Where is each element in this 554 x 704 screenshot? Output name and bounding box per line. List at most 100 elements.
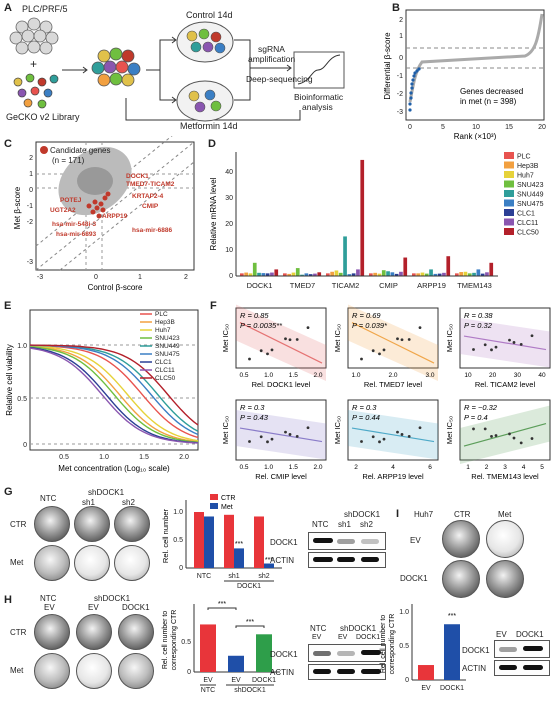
c-xlabel: Control β-score (88, 283, 143, 292)
f-xtick-1-2: 1.5 (289, 372, 298, 379)
b-xtick-2: 10 (472, 124, 480, 131)
f-xtick-3-1: 20 (489, 372, 497, 379)
f-xtick-3-2: 30 (514, 372, 522, 379)
e-legend-hep3b: Hep3B (155, 319, 175, 326)
g-blot-group: shDOCK1 (344, 510, 381, 519)
g-x-sh2: sh2 (258, 573, 269, 580)
h-bar-1 (228, 655, 244, 672)
d-legend-snu475: SNU475 (517, 201, 544, 208)
e-curve-hep3b (29, 345, 199, 443)
f-plot-2: R = 0.69P = 0.039* Rel. TMED7 level 1.0 2.0… (333, 304, 439, 389)
g-legend-ctr: CTR (221, 495, 235, 502)
analysis-label: analysis (302, 102, 333, 112)
d-ytick-0: 0 (229, 273, 233, 280)
h-blot-sub-ev1: EV (312, 634, 322, 641)
d-bar-cmip-hep3b (373, 272, 377, 276)
e-curve-huh7 (29, 345, 199, 442)
h-row-met: Met (10, 666, 24, 675)
e-legend-snu423: SNU423 (155, 335, 180, 342)
d-bar-arpp19-huh7 (420, 272, 425, 276)
i-blot-dock1: DOCK1 (516, 630, 544, 639)
c-ytick-0: 2 (29, 155, 33, 162)
e-xlabel: Met concentration (Log₁₀ scale) (58, 464, 170, 473)
h-blot-shdock1: shDOCK1 (340, 624, 377, 633)
d-xtick-cmip: CMIP (379, 281, 398, 290)
f-r-5: R = 0.3 (352, 403, 377, 412)
panel-a-schematic (9, 17, 345, 122)
f-xtick-3-0: 10 (464, 372, 472, 379)
c-legend: Candidate genes (50, 146, 111, 155)
e-ytick-2: 0 (23, 442, 27, 449)
d-legend-swatch-snu475 (504, 199, 514, 207)
f-ylabel-5: Met IC₅₀ (333, 416, 342, 444)
h-row-ctr: CTR (10, 628, 27, 637)
c-ytick-4: -2 (27, 219, 33, 226)
g-dish-ctr-ntc (34, 506, 70, 542)
i-bar-dock1 (444, 624, 460, 680)
d-legend-swatch-clc50 (504, 228, 514, 235)
d-xtick-tmem143: TMEM143 (457, 281, 492, 290)
g-row-met: Met (10, 558, 24, 567)
panel-d-bar-chart: 0 10 20 30 40 Relative mRNA level DOCK1 T… (209, 152, 544, 290)
h-x-ev1: EV (203, 677, 213, 684)
f-p-4: P = 0.43 (240, 413, 269, 422)
e-legend-huh7: Huh7 (155, 327, 171, 334)
f-xlabel-1: Rel. DOCK1 level (252, 380, 311, 389)
i-ytick-2: 1.0 (399, 609, 409, 616)
g-legend-met: Met (221, 504, 233, 511)
d-bar-tmed7-huh7 (291, 272, 296, 276)
panel-label-g: G (4, 486, 13, 498)
g-row-ctr: CTR (10, 520, 27, 529)
d-bar-arpp19-snu475 (433, 273, 438, 276)
g-bar-met-sh1 (234, 548, 244, 568)
g-dish-ctr-sh1 (74, 506, 110, 542)
h-x-ev2: EV (231, 677, 241, 684)
g-group-label: shDOCK1 (88, 488, 125, 497)
g-blot-sh2: sh2 (360, 520, 373, 529)
c-gene-ugt: UGT2A2 (50, 207, 76, 214)
h-ytick-1: 0.5 (181, 639, 191, 646)
h-dish-ctr-ntc (34, 614, 70, 650)
d-bar-tmem143-snu449 (472, 272, 476, 276)
d-legend-swatch-snu449 (504, 190, 514, 197)
cell-cluster-icon (9, 17, 59, 55)
g-bar-ctr-sh1 (224, 514, 234, 568)
b-xtick-3: 15 (505, 124, 513, 131)
i-blot-ev: EV (496, 630, 507, 639)
i-cell-label: Huh7 (414, 510, 434, 519)
c-xtick-0: -3 (37, 274, 43, 281)
g-blot-ntc: NTC (312, 520, 329, 529)
e-curve-snu475 (29, 344, 199, 436)
panel-h-bar-chart: 0 0.5 Rel. cell number to corresponding … (162, 601, 280, 694)
d-bar-ticam2-clc1 (351, 273, 356, 276)
g-ytick-1: 0.5 (173, 537, 183, 544)
e-curve-clc50 (29, 344, 199, 426)
b-xlabel: Rank (×10³) (454, 132, 497, 140)
d-legend-clc50: CLC50 (517, 230, 539, 237)
d-legend-swatch-plc (504, 152, 514, 159)
i-x-dock1: DOCK1 (440, 685, 464, 692)
d-xtick-ticam2: TICAM2 (332, 281, 360, 290)
b-note2: in met (n = 398) (460, 97, 517, 106)
d-bar-cmip-huh7 (377, 273, 382, 276)
b-ytick-3: -1 (397, 73, 403, 80)
f-xtick-6-4: 5 (540, 464, 544, 471)
h-x-ntc: NTC (201, 687, 215, 694)
d-bar-cmip-snu423 (381, 270, 386, 276)
g-sig-sh1: *** (235, 541, 243, 548)
h-blot-sub-ev2: EV (338, 634, 348, 641)
b-ytick-4: -2 (397, 91, 403, 98)
g-ytick-0: 0 (179, 565, 183, 572)
e-ylabel: Relative cell viability (5, 344, 14, 416)
h-dish-ctr-dock1 (118, 614, 154, 650)
b-ytick-0: 2 (399, 17, 403, 24)
d-bar-tmed7-clc50 (317, 272, 322, 276)
d-bar-tmem143-hep3b (459, 272, 463, 276)
f-xlabel-6: Rel. TMEM143 level (471, 472, 539, 481)
h-sig-2: *** (246, 619, 254, 626)
f-ylabel-6: Met IC₅₀ (445, 416, 454, 444)
d-bar-arpp19-plc (412, 273, 416, 276)
c-gene-tmed7: TMED7-TICAM2 (126, 181, 175, 188)
d-bar-arpp19-clc1 (437, 273, 442, 276)
